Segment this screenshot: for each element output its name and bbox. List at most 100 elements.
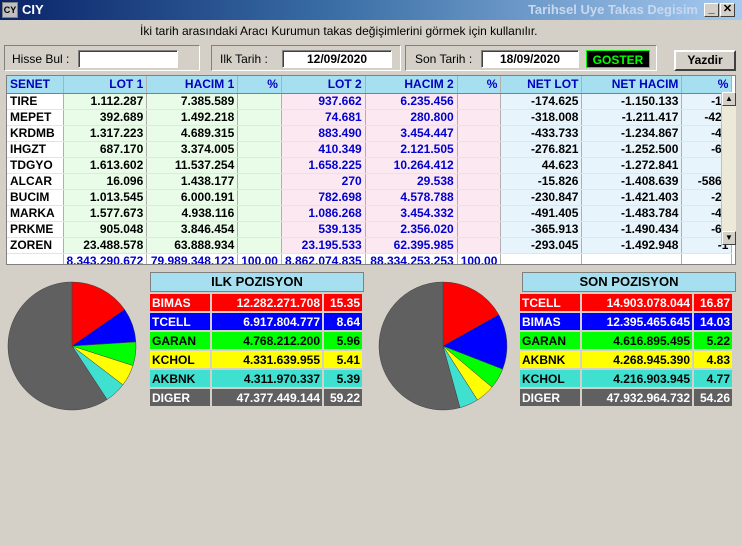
position-name: DIGER [150,389,210,406]
son-pozisyon-pie-chart [378,281,508,411]
grid-header-cell[interactable]: % [457,76,502,94]
table-row[interactable]: MARKA 1.577.673 4.938.116 1.086.268 3.454.33… [7,205,733,222]
position-name: TCELL [150,313,210,330]
value-cell [457,237,502,254]
info-text: İki tarih arasındaki Aracı Kurumun takas… [140,24,538,38]
hisse-group [4,45,200,71]
value-cell: 63.888.934 [146,237,239,254]
grid-header-cell[interactable]: SENET [7,76,64,94]
position-value: 4.268.945.390 [580,351,692,368]
value-cell: -318.008 [500,109,583,126]
value-cell [237,221,282,238]
value-cell: -29 [681,189,733,206]
grid-header-cell[interactable]: % [681,76,733,94]
position-row: DIGER 47.932.964.732 54.26 [520,389,732,406]
value-cell: -425 [681,109,733,126]
position-row: BIMAS 12.395.465.645 14.03 [520,313,732,330]
position-value: 47.377.449.144 [210,389,322,406]
position-value: 4.331.639.955 [210,351,322,368]
value-cell: -1.272.841 [581,157,683,174]
minimize-icon: _ [708,3,715,15]
value-cell: -365.913 [500,221,583,238]
symbol-cell: BUCIM [7,189,64,206]
symbol-cell: IHGZT [7,141,64,158]
value-cell: 1.577.673 [63,205,148,222]
value-cell: 3.846.454 [146,221,239,238]
scroll-down-icon[interactable]: ▼ [722,231,736,245]
value-cell [237,205,282,222]
yazdir-button[interactable]: Yazdir [674,50,736,71]
value-cell: -5861 [681,173,733,190]
hisse-search-input[interactable] [78,50,178,68]
table-row[interactable]: ZOREN 23.488.578 63.888.934 23.195.533 62.39… [7,237,733,254]
son-tarih-field[interactable]: 18/09/2020 [481,50,579,68]
value-cell: -230.847 [500,189,583,206]
grid-header-cell[interactable]: NET LOT [500,76,583,94]
value-cell: 280.800 [365,109,458,126]
symbol-cell: MEPET [7,109,64,126]
value-cell: 23.195.533 [281,237,366,254]
position-name: GARAN [150,332,210,349]
value-cell [457,157,502,174]
value-cell: 6.000.191 [146,189,239,206]
minimize-button[interactable]: _ [704,3,719,17]
grid-vertical-scrollbar[interactable]: ▲ ▼ [721,92,736,245]
scroll-up-icon[interactable]: ▲ [722,92,736,106]
value-cell: 3.454.447 [365,125,458,142]
grid-header-cell[interactable]: LOT 2 [281,76,366,94]
title-bar[interactable] [0,0,742,20]
position-pct: 15.35 [322,294,362,311]
value-cell: -491.405 [500,205,583,222]
value-cell: 883.490 [281,125,366,142]
grid-header-cell[interactable]: NET HACIM [581,76,683,94]
grid-header-cell[interactable]: LOT 1 [63,76,148,94]
grid-header-cell[interactable]: HACIM 2 [365,76,458,94]
table-row[interactable]: ALCAR 16.096 1.438.177 270 29.538 -15.826 -1.4… [7,173,733,190]
total-cell: 100,00 [237,252,282,264]
position-value: 12.395.465.645 [580,313,692,330]
position-value: 12.282.271.708 [210,294,322,311]
position-pct: 4.83 [692,351,732,368]
value-cell [457,141,502,158]
position-pct: 5.41 [322,351,362,368]
table-row[interactable]: TDGYO 1.613.602 11.537.254 1.658.225 10.264.… [7,157,733,174]
symbol-cell: ALCAR [7,173,64,190]
pie-slice-tcell [442,281,500,347]
position-value: 47.932.964.732 [580,389,692,406]
table-row[interactable]: PRKME 905.048 3.846.454 539.135 2.356.020 -36… [7,221,733,238]
takas-grid[interactable]: SENET LOT 1 HACIM 1% LOT 2 HACIM 2% NET LOT NE… [6,75,736,265]
window-caption: Tarihsel Uye Takas Degisim [527,2,698,17]
value-cell: -433.733 [500,125,583,142]
position-name: BIMAS [150,294,210,311]
position-name: TCELL [520,294,580,311]
value-cell: 1.613.602 [63,157,148,174]
value-cell [237,189,282,206]
close-button[interactable]: ✕ [720,3,735,17]
grid-header-cell[interactable]: HACIM 1 [146,76,239,94]
table-row[interactable]: MEPET 392.689 1.492.218 74.681 280.800 -318.0… [7,109,733,126]
position-pct: 16.87 [692,294,732,311]
total-cell: 100,00 [457,252,502,264]
table-row[interactable]: KRDMB 1.317.223 4.689.315 883.490 3.454.447 -… [7,125,733,142]
value-cell: 74.681 [281,109,366,126]
table-row[interactable]: TIRE 1.112.287 7.385.589 937.662 6.235.456 -1… [7,93,733,110]
total-cell: 8.862.074.835 [281,252,366,264]
grid-header-cell[interactable]: % [237,76,282,94]
ilk-tarih-field[interactable]: 12/09/2020 [282,50,392,68]
table-row[interactable]: BUCIM 1.013.545 6.000.191 782.698 4.578.788 -… [7,189,733,206]
value-cell: 410.349 [281,141,366,158]
goster-button[interactable]: GOSTER [586,50,650,68]
value-cell: 23.488.578 [63,237,148,254]
ilk-tarih-group [211,45,401,71]
value-cell [457,93,502,110]
value-cell: -1.211.417 [581,109,683,126]
value-cell: 1.112.287 [63,93,148,110]
table-row[interactable]: IHGZT 687.170 3.374.005 410.349 2.121.505 -27… [7,141,733,158]
app-title: CIY [22,2,44,17]
position-pct: 5.96 [322,332,362,349]
app-icon: CY [2,2,18,18]
position-name: BIMAS [520,313,580,330]
value-cell: -1.150.133 [581,93,683,110]
position-name: AKBNK [520,351,580,368]
total-cell [581,252,683,264]
